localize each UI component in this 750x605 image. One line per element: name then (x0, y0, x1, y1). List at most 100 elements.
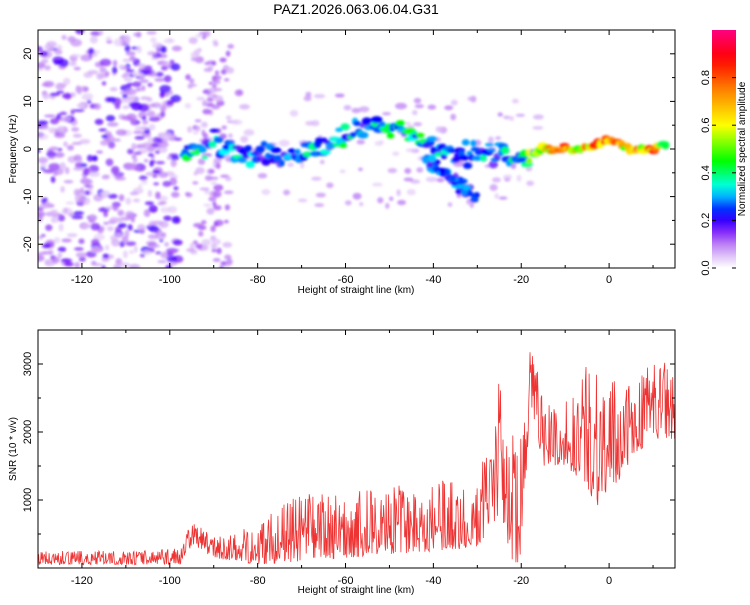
spectrogram-blob (122, 93, 128, 99)
spectrogram-blob (143, 209, 151, 217)
spectrogram-blob (113, 38, 125, 47)
spectrogram-blob (314, 203, 325, 208)
spectrogram-blob (397, 199, 407, 206)
spectrogram-blob (143, 65, 153, 71)
spectrogram-blob (173, 186, 179, 191)
spectrogram-blob (73, 247, 84, 251)
spectrogram-blob (148, 243, 161, 249)
spectrogram-blob (160, 65, 168, 71)
spectrogram-blob (94, 118, 104, 126)
spectrogram-blob (492, 177, 501, 183)
spectrogram-blob (50, 176, 56, 184)
spectrogram-blob (48, 163, 61, 171)
spectrogram-blob (89, 35, 98, 44)
spectrogram-blob (455, 187, 462, 195)
spectrogram-blob (148, 205, 158, 213)
spectrogram-blob (171, 191, 180, 198)
spectrogram-blob (165, 264, 173, 268)
spectrogram-blob (225, 67, 235, 74)
spectrogram-blob (278, 139, 290, 147)
x-tick-label: -100 (159, 274, 181, 286)
spectrogram-blob (166, 155, 172, 161)
spectrogram-blob (515, 113, 526, 117)
spectrogram-blob (239, 104, 250, 110)
spectrogram-blob (466, 198, 471, 205)
spectrogram-blob (240, 135, 249, 143)
spectrogram-blob (121, 115, 134, 121)
spectrogram-blob (189, 78, 195, 84)
spectrogram-blob (128, 95, 139, 102)
spectrogram-blob (86, 154, 94, 162)
spectrogram-blob (488, 160, 499, 169)
spectrogram-blob (189, 242, 195, 250)
spectrogram-blob (53, 59, 62, 66)
spectrogram-blob (142, 119, 149, 125)
spectrogram-blob (147, 234, 159, 240)
spectrogram-blob (488, 136, 494, 144)
spectrogram-blob (163, 38, 176, 44)
spectrogram-blob (166, 101, 174, 106)
spectrogram-blob (170, 63, 181, 71)
spectrogram-blob (107, 193, 118, 199)
spectrogram-blob (201, 155, 208, 160)
spectrogram-blob (434, 152, 442, 157)
spectrogram-blob (211, 248, 217, 253)
spectrogram-blob (425, 176, 438, 183)
spectrogram-blob (76, 103, 86, 108)
spectrogram-blob (137, 183, 143, 191)
spectrogram-blob (146, 110, 156, 118)
spectrogram-blob (83, 184, 94, 188)
spectrogram-blob (86, 99, 92, 104)
spectrogram-blob (125, 197, 132, 205)
x-tick-label: -100 (159, 575, 181, 587)
spectrogram-blob (115, 129, 128, 136)
spectrogram-blob (103, 221, 110, 225)
spectrogram-blob (111, 238, 120, 247)
spectrogram-blob (503, 115, 511, 120)
spectrogram-blob (146, 30, 157, 35)
snr-x-ticks: -120 -100 -80 -60 -40 -20 0 (37, 330, 654, 587)
spectrogram-blob (358, 106, 370, 113)
spectrogram-blob (140, 96, 150, 101)
x-tick-label: -80 (250, 575, 266, 587)
spectrogram-blob (71, 141, 83, 145)
spectrogram-blob (661, 141, 670, 150)
spectrogram-blob (87, 69, 99, 75)
spectrogram-blob (125, 51, 136, 56)
spectrogram-blob (159, 105, 167, 112)
colorbar-tick-label: 0.2 (700, 213, 712, 228)
spectrogram-blob (122, 250, 128, 259)
spectrogram-blob (124, 210, 135, 219)
spectrogram-blob (160, 46, 167, 54)
spectrogram-blob (225, 50, 231, 57)
spectrogram-blob (60, 258, 73, 263)
spectrogram-blob (164, 242, 170, 247)
spectrogram-blob (412, 109, 418, 116)
spectrogram-blob (101, 264, 106, 268)
spectrogram-blob (152, 42, 163, 49)
spectrogram-blob (54, 49, 63, 55)
spectrogram-blob (90, 30, 101, 37)
spectrogram-blob (201, 244, 210, 251)
spectrogram-blob (294, 148, 301, 155)
spectrogram-blob (234, 89, 244, 97)
spectrogram-blob (255, 145, 266, 153)
spectrogram-blob (201, 220, 207, 225)
spectrogram-blob (224, 219, 229, 224)
spectrogram-blob (498, 196, 508, 200)
spectrogram-blob (88, 218, 96, 224)
spectrogram-blob (357, 131, 369, 139)
spectrogram-blob (461, 139, 470, 146)
spectrogram-blob (532, 126, 544, 130)
spectrogram-blob (494, 193, 499, 199)
spectrogram-blob (192, 240, 198, 245)
spectrogram-blob (133, 151, 142, 155)
spectrogram-blob (72, 133, 82, 138)
spectrogram-blob (55, 116, 62, 120)
spectrogram-blob (204, 175, 213, 181)
spectrogram-blob (489, 184, 498, 192)
spectrogram-blob (66, 233, 78, 238)
spectrogram-blob (74, 194, 84, 203)
spectrogram-blob (59, 162, 66, 171)
y-tick-label: 1000 (22, 488, 34, 512)
